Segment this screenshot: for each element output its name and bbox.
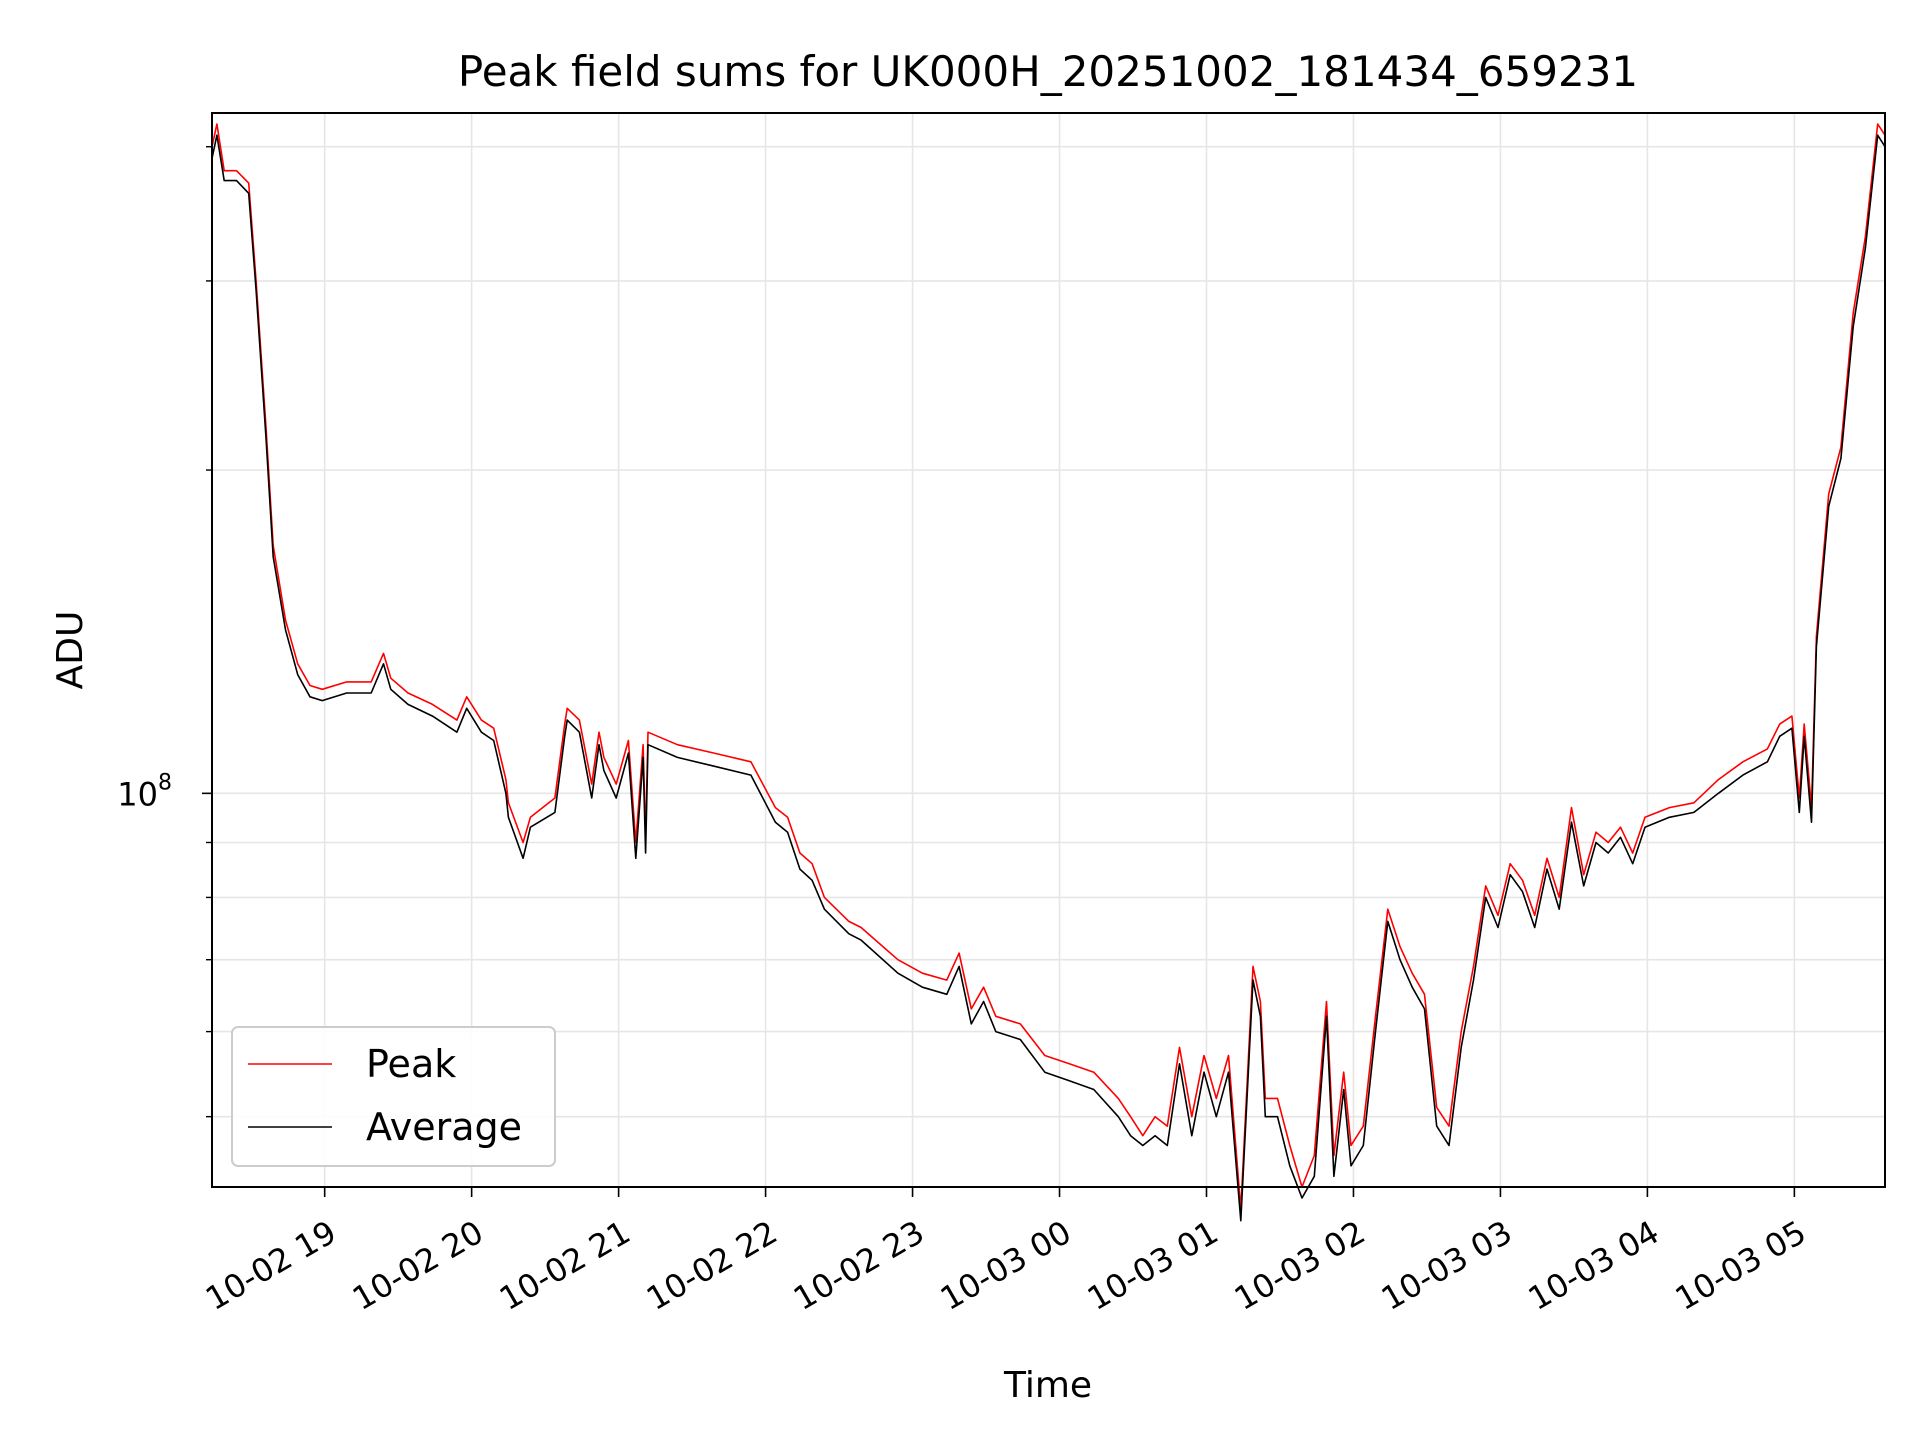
x-tick-label: 10-03 05 <box>1669 1213 1813 1318</box>
grid <box>212 113 1885 1187</box>
x-tick-label: 10-02 23 <box>787 1213 931 1318</box>
x-tick-label: 10-02 21 <box>493 1213 637 1318</box>
series-layer <box>211 123 1886 1222</box>
series-line-average <box>211 134 1886 1222</box>
x-tick-label: 10-03 01 <box>1081 1213 1225 1318</box>
legend: Peak Average <box>231 1026 556 1167</box>
x-tick-label: 10-03 00 <box>934 1213 1078 1318</box>
x-tick-label: 10-02 22 <box>640 1213 784 1318</box>
y-axis-ticks: 108 <box>117 146 212 1118</box>
legend-label-peak: Peak <box>366 1042 456 1086</box>
x-tick-label: 10-02 19 <box>199 1213 343 1318</box>
x-tick-label: 10-03 02 <box>1228 1213 1372 1318</box>
x-tick-label: 10-03 03 <box>1375 1213 1519 1318</box>
y-axis-label: ADU <box>50 611 91 690</box>
x-axis-label: Time <box>1003 1365 1092 1406</box>
chart-title: Peak field sums for UK000H_20251002_1814… <box>458 47 1638 96</box>
plot-frame <box>211 112 1886 1188</box>
legend-label-average: Average <box>366 1105 522 1149</box>
y-tick-label-exponent: 8 <box>158 770 172 795</box>
x-tick-label: 10-02 20 <box>346 1213 490 1318</box>
y-tick-label: 108 <box>117 770 172 813</box>
y-tick-label-base: 10 <box>117 775 158 813</box>
x-tick-label: 10-03 04 <box>1522 1213 1666 1318</box>
series-line-peak <box>211 123 1886 1210</box>
legend-box <box>231 1026 556 1167</box>
x-axis-ticks: 10-02 19 10-02 20 10-02 21 10-02 22 10-02 23… <box>199 1187 1812 1318</box>
